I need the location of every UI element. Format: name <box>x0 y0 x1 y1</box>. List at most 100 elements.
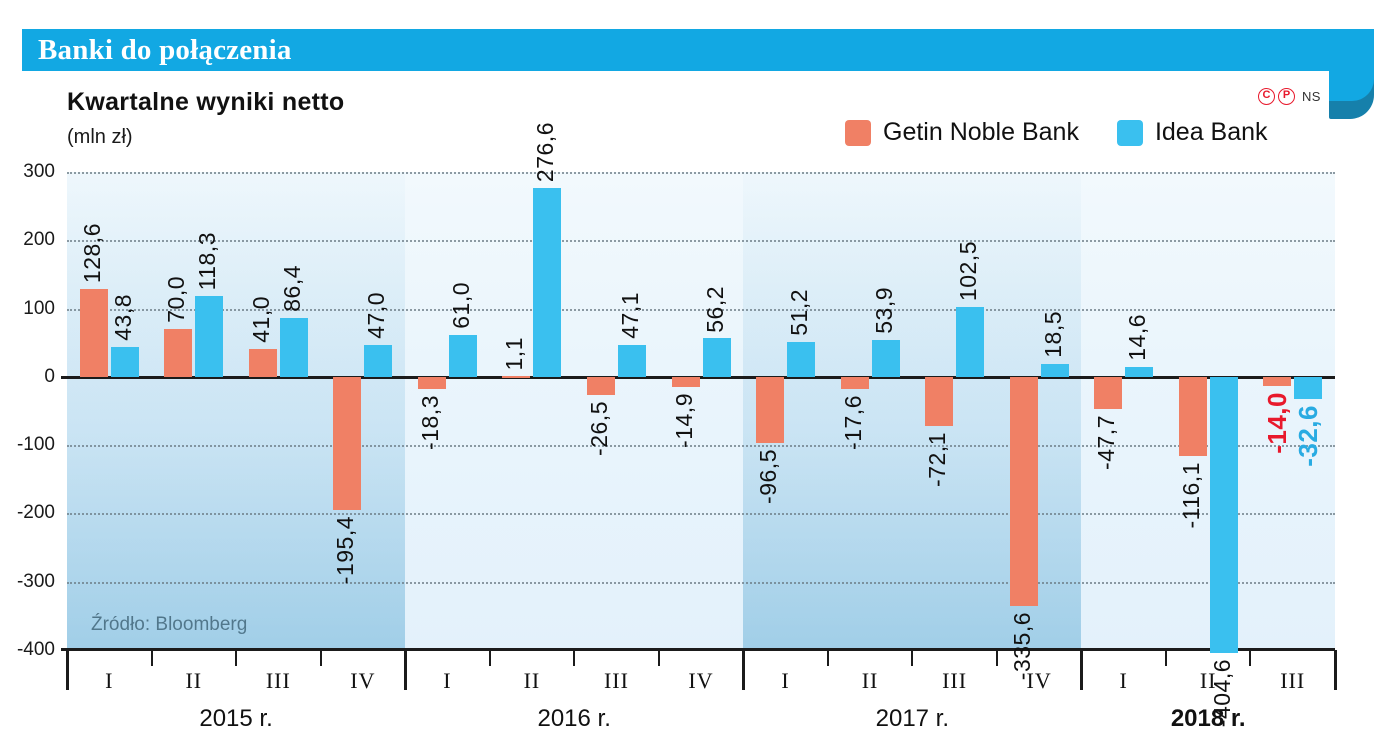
copyright-mark: C P NS <box>1258 88 1321 105</box>
quarter-tick <box>573 650 576 666</box>
quarter-tick <box>826 650 829 666</box>
bar-getin <box>1094 376 1123 410</box>
bar-idea <box>279 317 308 377</box>
legend-swatch <box>845 119 871 146</box>
gridline <box>67 308 1335 311</box>
bar-value-label: 61,0 <box>447 282 474 330</box>
source-note: Źródło: Bloomberg <box>91 614 248 635</box>
bar-getin <box>417 376 446 390</box>
bar-value-label: 51,2 <box>786 289 813 336</box>
quarter-label: III <box>265 668 291 693</box>
year-label: 2018 r. <box>1170 705 1246 732</box>
header-bar: Banki do połączenia <box>22 29 1374 71</box>
y-axis-tick-label: 0 <box>44 365 55 387</box>
bar-getin <box>756 376 785 443</box>
quarter-tick <box>911 650 914 666</box>
copyright-agency: NS <box>1302 89 1321 104</box>
axis-baseline <box>61 648 1335 651</box>
plot-area: Źródło: Bloomberg 300 200 100 0 -100 -200 -300… <box>17 122 1335 727</box>
bar-value-label: 47,1 <box>616 291 643 339</box>
bar-idea <box>1209 376 1238 654</box>
year-separator <box>1080 650 1083 690</box>
bar-value-label: 43,8 <box>109 294 136 341</box>
bar-getin <box>79 289 108 377</box>
bar-value-label: -17,6 <box>839 394 866 450</box>
bar-idea <box>1040 364 1069 377</box>
quarter-label: II <box>861 668 879 693</box>
quarter-tick <box>150 650 153 666</box>
page-title: Banki do połączenia <box>38 33 292 66</box>
bar-value-label: -18,3 <box>416 395 443 451</box>
quarter-label: IV <box>350 668 376 693</box>
bar-idea <box>1294 376 1323 400</box>
quarter-tick <box>1249 650 1252 666</box>
legend-swatch <box>1116 119 1143 146</box>
quarter-label: III <box>603 668 629 693</box>
quarter-tick <box>657 650 660 666</box>
quarter-label: IV <box>688 668 714 693</box>
quarter-label: I <box>1119 668 1128 693</box>
bar-value-label: 86,4 <box>278 265 305 312</box>
quarter-label: IV <box>1026 668 1052 693</box>
y-axis-tick-label: 200 <box>23 229 55 251</box>
quarter-label: III <box>942 668 968 693</box>
bar-value-label: 276,6 <box>532 121 559 182</box>
bar-idea <box>448 335 477 377</box>
bar-idea <box>1125 366 1154 377</box>
bar-value-label: 18,5 <box>1039 311 1066 359</box>
quarter-label: II <box>523 668 541 693</box>
legend-label: Getin Noble Bank <box>883 118 1079 146</box>
year-label: 2016 r. <box>537 705 611 732</box>
bar-value-label: 41,0 <box>247 296 274 343</box>
x-axis: I II III IV 2015 r. I II III IV 2016 r. I II III IV 20… <box>66 650 1337 744</box>
bar-value-label: 102,5 <box>955 240 982 301</box>
quarter-label: I <box>105 668 114 693</box>
year-separator <box>66 650 69 690</box>
bar-getin <box>502 376 531 379</box>
bar-idea <box>787 341 816 377</box>
bar-value-label: -14,9 <box>670 393 697 448</box>
bar-value-label: -32,6 <box>1293 405 1324 467</box>
y-axis-tick-label: 100 <box>23 297 55 319</box>
quarter-label: III <box>1280 668 1306 693</box>
bar-getin <box>1009 376 1038 606</box>
bar-idea <box>195 296 224 377</box>
gridline <box>67 240 1335 243</box>
bar-value-label: -26,5 <box>585 400 612 456</box>
quarter-tick <box>488 650 491 666</box>
bar-value-label: 70,0 <box>163 276 190 324</box>
gridline <box>67 581 1335 584</box>
bar-getin <box>840 376 869 389</box>
quarter-label: II <box>1199 668 1217 693</box>
bar-getin <box>925 376 954 427</box>
copyright-c-icon: C <box>1258 88 1275 105</box>
year-separator <box>404 650 407 690</box>
bar-value-label: -116,1 <box>1177 462 1204 529</box>
bar-getin <box>248 348 277 377</box>
bar-getin <box>1178 376 1207 457</box>
bar-idea <box>956 306 985 377</box>
bar-getin <box>671 376 700 388</box>
bar-getin <box>164 329 193 377</box>
gridline <box>67 513 1335 516</box>
chart-title: Kwartalne wyniki netto <box>67 88 345 116</box>
bar-idea <box>871 340 900 377</box>
y-axis-tick-label: 300 <box>23 161 55 182</box>
quarter-tick <box>235 650 238 666</box>
bar-idea <box>617 344 646 377</box>
quarter-label: I <box>443 668 452 693</box>
year-label: 2017 r. <box>875 705 950 732</box>
y-axis-tick-label: -400 <box>16 639 55 660</box>
bar-getin <box>1263 376 1292 387</box>
quarter-tick <box>1164 650 1167 666</box>
bar-getin <box>586 376 615 395</box>
legend-label: Idea Bank <box>1154 118 1268 146</box>
y-axis-tick-label: -300 <box>16 570 55 592</box>
bar-value-label: 47,0 <box>363 292 390 339</box>
quarter-label: I <box>781 668 790 693</box>
bar-value-label: -195,4 <box>332 516 359 585</box>
bar-getin <box>333 376 362 511</box>
bar-value-label: 1,1 <box>501 336 528 371</box>
bar-value-label: 53,9 <box>870 287 897 335</box>
